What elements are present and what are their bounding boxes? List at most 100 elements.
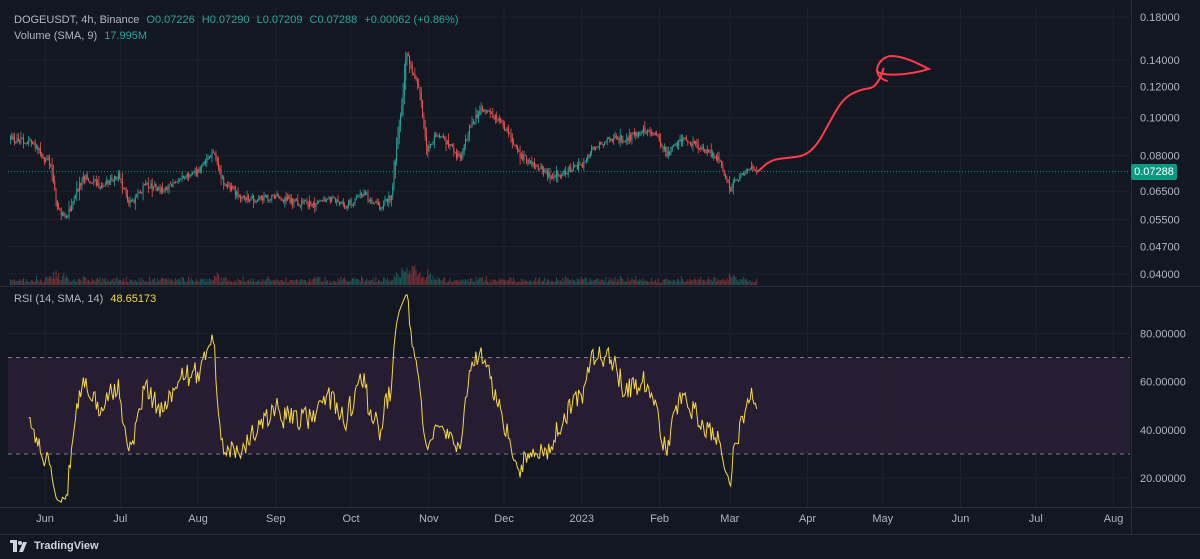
freehand-drawing[interactable] xyxy=(756,54,932,173)
volume-bar xyxy=(201,279,203,285)
volume-bar xyxy=(407,274,409,285)
volume-bar xyxy=(510,277,512,285)
candle-body xyxy=(639,133,641,135)
volume-bar xyxy=(205,281,207,285)
volume-bar xyxy=(678,279,680,285)
candle-body xyxy=(143,184,145,186)
volume-bar xyxy=(660,283,662,285)
volume-bar xyxy=(310,281,312,285)
candle-body xyxy=(595,147,597,150)
candle-body xyxy=(106,180,108,185)
candle-body xyxy=(623,141,625,143)
volume-bar xyxy=(514,280,516,285)
tradingview-brand[interactable]: TradingView xyxy=(10,538,99,554)
candle-body xyxy=(379,205,381,210)
volume-bar xyxy=(442,278,444,285)
volume-bar xyxy=(414,265,416,285)
candle-body xyxy=(254,200,256,202)
volume-bar xyxy=(302,280,304,285)
candle-body xyxy=(414,73,416,78)
volume-bar xyxy=(324,276,326,285)
volume-bar xyxy=(64,278,66,285)
volume-bar xyxy=(306,282,308,285)
candle-body xyxy=(253,195,255,201)
volume-legend[interactable]: Volume (SMA, 9) 17.995M xyxy=(14,30,147,42)
candle-body xyxy=(727,179,729,182)
volume-bar xyxy=(396,272,398,285)
volume-bar xyxy=(504,279,506,285)
volume-bar xyxy=(470,277,472,285)
candle-body xyxy=(600,141,602,144)
volume-bar xyxy=(15,280,17,285)
volume-bar xyxy=(752,281,754,285)
candle-body xyxy=(687,140,689,143)
volume-bar xyxy=(73,278,75,285)
volume-bar xyxy=(151,279,153,285)
candle-body xyxy=(164,187,166,191)
volume-bar xyxy=(33,281,35,285)
volume-bar xyxy=(20,280,22,285)
ticker-label: DOGEUSDT, 4h, Binance xyxy=(14,14,140,26)
candle-body xyxy=(292,198,294,204)
candle-body xyxy=(545,170,547,172)
candle-body xyxy=(571,169,573,172)
ohlc-legend[interactable]: DOGEUSDT, 4h, Binance O0.07226 H0.07290 … xyxy=(14,14,459,26)
volume-bar xyxy=(517,282,519,285)
volume-bar xyxy=(13,279,15,285)
rsi-legend[interactable]: RSI (14, SMA, 14) 48.65173 xyxy=(14,293,156,305)
volume-bar xyxy=(613,280,615,285)
volume-bar xyxy=(95,278,97,285)
candle-body xyxy=(75,195,77,199)
candle-body xyxy=(237,191,239,196)
candle-body xyxy=(458,153,460,156)
volume-bar xyxy=(176,280,178,285)
candle-body xyxy=(318,200,320,203)
volume-bar xyxy=(307,281,309,285)
volume-bar xyxy=(285,277,287,285)
volume-bar xyxy=(540,282,542,285)
candle-body xyxy=(298,205,300,207)
volume-bar xyxy=(159,279,161,285)
candle-body xyxy=(381,207,383,208)
volume-bar xyxy=(78,278,80,285)
candle-body xyxy=(162,187,164,191)
volume-bar xyxy=(240,280,242,285)
volume-bar xyxy=(576,278,578,285)
candle-body xyxy=(671,146,673,150)
candle-body xyxy=(149,186,151,188)
volume-bar xyxy=(749,280,751,285)
time-tick-label: Aug xyxy=(1104,513,1124,525)
volume-bar xyxy=(424,280,426,285)
volume-bar xyxy=(502,279,504,285)
volume-bar xyxy=(30,280,32,285)
candle-body xyxy=(550,176,552,179)
volume-bar xyxy=(207,281,209,285)
candle-body xyxy=(197,170,199,174)
candle-body xyxy=(10,136,12,140)
volume-bar xyxy=(253,278,255,285)
candle-body xyxy=(549,172,551,179)
volume-bar xyxy=(37,279,39,285)
volume-bar xyxy=(466,280,468,285)
rsi-tick-label: 80.00000 xyxy=(1140,328,1186,340)
volume-bar xyxy=(227,281,229,285)
candle-body xyxy=(349,199,351,203)
candle-body xyxy=(102,185,104,187)
volume-bar xyxy=(206,278,208,285)
volume-bar xyxy=(523,278,525,285)
candle-body xyxy=(303,200,305,202)
candle-body xyxy=(674,144,676,146)
candle-body xyxy=(51,165,53,174)
volume-bar xyxy=(322,281,324,285)
volume-bar xyxy=(459,281,461,285)
volume-bar xyxy=(665,279,667,285)
candle-body xyxy=(500,118,502,121)
volume-bar xyxy=(54,278,56,285)
volume-bar xyxy=(242,276,244,285)
volume-bar xyxy=(202,278,204,285)
volume-bar xyxy=(357,278,359,285)
candle-body xyxy=(188,173,190,178)
candle-body xyxy=(267,195,269,201)
volume-bar xyxy=(231,281,233,285)
